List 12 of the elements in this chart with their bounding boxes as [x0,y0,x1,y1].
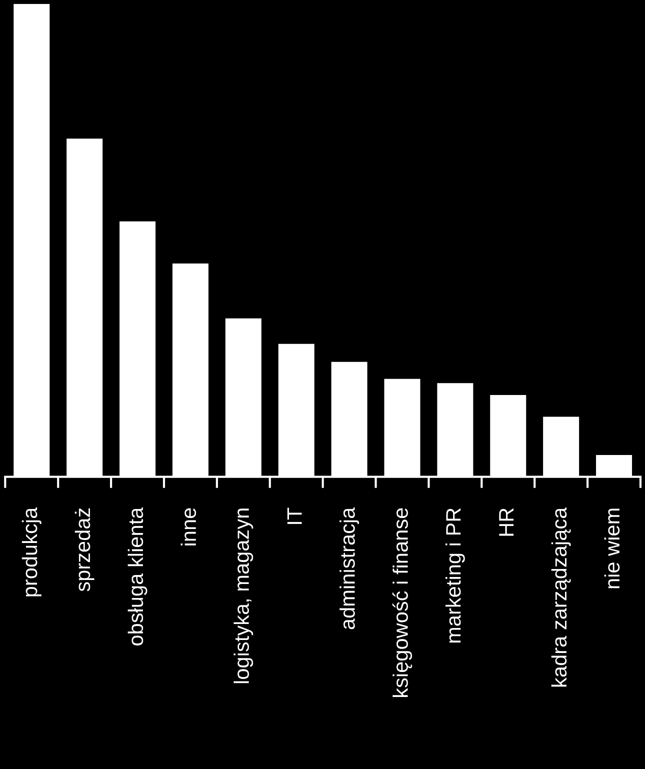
x-tick-label: obsługa klienta [128,507,148,646]
x-tick-label: logistyka, magazyn [234,508,254,684]
x-tick-label: kadra zarządzająca [551,507,571,687]
x-tick-label: nie wiem [604,508,620,588]
x-tick-label: administracja [340,507,360,630]
x-tick-label: HR [499,508,514,536]
x-tick-label: marketing i PR [445,508,465,643]
x-tick-label: produkcja [22,507,42,596]
x-tick-label: sprzedaż [74,508,94,592]
x-tick-label: inne [180,508,196,546]
x-tick-label: księgowość i finanse [392,508,412,697]
x-tick-label: IT [287,508,302,524]
